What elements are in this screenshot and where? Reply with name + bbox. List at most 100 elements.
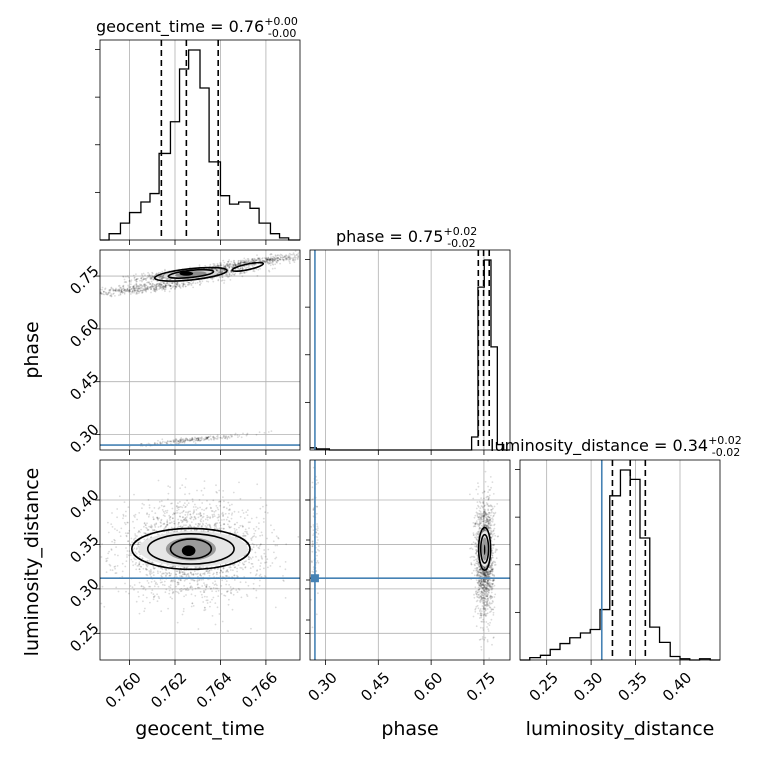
scatter-point (169, 278, 172, 281)
scatter-point (168, 281, 171, 284)
scatter-point (146, 512, 149, 515)
scatter-point (239, 267, 242, 269)
scatter-point (153, 288, 156, 291)
scatter-point (141, 287, 144, 289)
scatter-point (273, 528, 275, 531)
scatter-point (265, 257, 268, 259)
scatter-point (201, 508, 203, 511)
scatter-point (225, 518, 228, 521)
scatter-point (218, 613, 221, 615)
scatter-point (133, 279, 136, 281)
scatter-point (192, 281, 195, 283)
scatter-point (143, 503, 145, 506)
scatter-point (232, 263, 235, 266)
scatter-point (148, 506, 151, 509)
scatter-point (185, 524, 187, 527)
scatter-point (165, 278, 168, 281)
scatter-point (164, 285, 167, 288)
scatter-point (155, 273, 158, 276)
scatter-point (212, 499, 215, 502)
scatter-point (264, 257, 267, 260)
scatter-point (168, 575, 171, 577)
scatter-point (173, 522, 176, 525)
scatter-point (173, 281, 176, 284)
scatter-point (106, 557, 109, 560)
scatter-point (198, 587, 201, 589)
scatter-point (227, 276, 230, 279)
scatter-point (267, 431, 270, 433)
scatter-point (100, 292, 102, 295)
scatter-point (118, 495, 121, 498)
scatter-point (203, 487, 206, 490)
scatter-point (236, 567, 239, 570)
scatter-point (226, 275, 229, 277)
scatter-point (132, 286, 135, 289)
scatter-point (484, 636, 487, 639)
scatter-point (159, 287, 162, 290)
scatter-point (164, 268, 166, 271)
scatter-point (270, 253, 272, 255)
scatter-point (254, 551, 257, 554)
scatter-point (129, 293, 132, 295)
scatter-point (125, 560, 128, 563)
scatter-point (492, 493, 495, 495)
scatter-point (221, 268, 224, 271)
scatter-point (231, 266, 234, 269)
scatter-point (230, 517, 233, 520)
scatter-point (181, 282, 183, 285)
scatter-point (140, 585, 143, 587)
scatter-point (123, 501, 126, 503)
scatter-point (255, 259, 257, 262)
scatter-point (126, 290, 129, 292)
scatter-point (141, 280, 143, 283)
scatter-point (226, 516, 229, 519)
scatter-point (483, 638, 486, 641)
scatter-point (110, 549, 113, 551)
scatter-point (127, 532, 130, 534)
scatter-point (127, 284, 130, 287)
scatter-point (173, 512, 176, 515)
scatter-point (155, 288, 158, 291)
scatter-point (146, 287, 149, 290)
scatter-point (212, 263, 215, 265)
scatter-point (165, 284, 168, 287)
scatter-point (273, 551, 275, 554)
scatter-point (205, 522, 208, 525)
scatter-point (219, 268, 222, 271)
scatter-point (122, 284, 125, 287)
scatter-point (156, 583, 159, 586)
scatter-point (147, 275, 150, 278)
scatter-point (208, 586, 211, 588)
scatter-point (163, 512, 166, 515)
scatter-point (266, 258, 268, 261)
scatter-point (141, 291, 144, 293)
scatter-point (218, 276, 221, 279)
scatter-point (133, 291, 135, 294)
scatter-point (257, 257, 260, 260)
scatter-point (190, 282, 193, 285)
scatter-point (221, 279, 224, 282)
scatter-point (256, 570, 258, 572)
scatter-point (256, 275, 259, 277)
scatter-point (131, 291, 134, 294)
scatter-point (138, 568, 141, 571)
scatter-point (157, 283, 160, 285)
scatter-point (129, 544, 132, 547)
scatter-point (222, 269, 225, 272)
scatter-point (150, 287, 153, 290)
scatter-point (143, 285, 146, 288)
scatter-point (227, 571, 230, 573)
scatter-point (173, 285, 176, 288)
scatter-point (215, 527, 218, 529)
scatter-point (190, 521, 193, 524)
scatter-point (185, 478, 187, 480)
scatter-point (156, 600, 159, 603)
scatter-point (136, 280, 138, 283)
scatter-point (133, 537, 136, 540)
scatter-point (187, 588, 190, 591)
scatter-point (169, 284, 172, 287)
scatter-point (140, 284, 142, 286)
scatter-point (262, 521, 265, 523)
scatter-point (223, 500, 225, 503)
scatter-point (297, 252, 300, 255)
